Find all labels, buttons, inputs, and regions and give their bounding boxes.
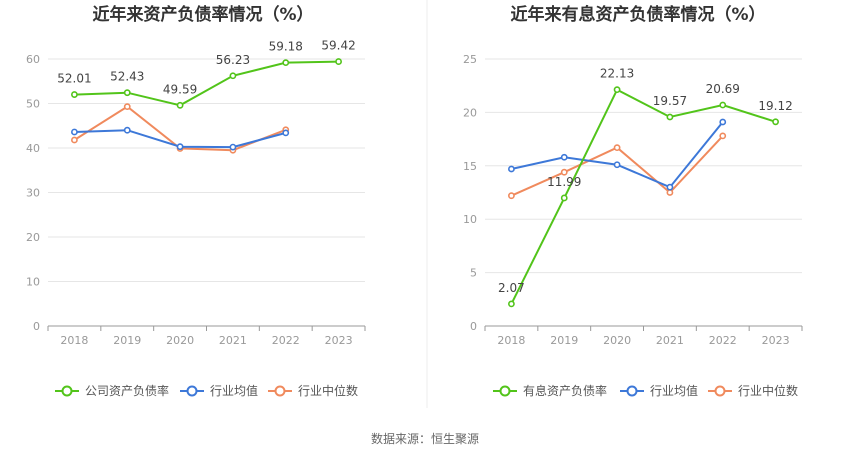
data-point[interactable]	[71, 136, 78, 144]
data-point[interactable]	[719, 118, 727, 126]
x-tick-label: 2018	[60, 334, 88, 347]
interest-bearing-debt-ratio-chart: 近年来有息资产负债率情况（%） 0 5 10 15 20 25 2018 2019 2020 202…	[463, 4, 803, 398]
legend-label: 有息资产负债率	[523, 383, 607, 398]
series-line	[510, 88, 776, 305]
legend-item[interactable]: 行业中位数	[268, 383, 358, 398]
y-tick-label: 0	[470, 320, 477, 333]
x-tick-label: 2019	[113, 334, 141, 347]
y-tick-label: 60	[26, 53, 40, 66]
x-tick-label: 2022	[709, 334, 737, 347]
data-point[interactable]	[719, 132, 727, 140]
debt-ratio-chart: 近年来资产负债率情况（%） 0 10 20 30 40 50 60 2018 2019 2020 20…	[26, 4, 366, 398]
data-label: 49.59	[163, 82, 197, 96]
y-tick-label: 30	[26, 187, 40, 200]
legend-label: 行业中位数	[738, 383, 798, 398]
x-tick-label: 2021	[656, 334, 684, 347]
data-point[interactable]	[176, 143, 184, 151]
legend-swatch-marker	[499, 385, 511, 397]
data-label: 20.69	[706, 82, 740, 96]
data-point[interactable]	[613, 86, 621, 94]
data-point[interactable]	[666, 189, 674, 196]
y-tick-label: 50	[26, 98, 40, 111]
y-tick-label: 5	[470, 267, 477, 280]
legend-item[interactable]: 有息资产负债率	[493, 383, 607, 398]
data-label: 2.07	[498, 281, 525, 295]
legend-swatch-marker	[61, 385, 73, 397]
data-point[interactable]	[613, 144, 621, 152]
data-point[interactable]	[508, 165, 515, 173]
data-point[interactable]	[123, 126, 131, 134]
legend-label: 行业均值	[210, 383, 258, 398]
data-point[interactable]	[229, 72, 237, 80]
y-tick-label: 10	[463, 213, 477, 226]
legend-item[interactable]: 行业中位数	[708, 383, 798, 398]
legend-label: 行业中位数	[298, 383, 358, 398]
data-point[interactable]	[772, 118, 779, 126]
y-tick-label: 0	[33, 320, 40, 333]
x-tick-label: 2018	[497, 334, 525, 347]
data-point[interactable]	[335, 58, 342, 65]
data-point[interactable]	[508, 300, 515, 308]
x-tick-label: 2022	[272, 334, 300, 347]
series-line	[74, 60, 339, 107]
data-label: 52.01	[57, 72, 91, 86]
data-point[interactable]	[560, 168, 568, 176]
legend-swatch-marker	[186, 385, 198, 397]
legend-item[interactable]: 行业均值	[180, 383, 258, 398]
data-point[interactable]	[560, 153, 568, 161]
chart-title: 近年来有息资产负债率情况（%）	[510, 4, 765, 25]
x-tick-label: 2023	[325, 334, 353, 347]
data-label: 56.23	[216, 53, 250, 67]
data-point[interactable]	[71, 91, 78, 98]
data-point[interactable]	[508, 192, 515, 200]
x-tick-label: 2019	[550, 334, 578, 347]
legend-label: 行业均值	[650, 383, 698, 398]
legend-swatch-marker	[274, 385, 286, 397]
legend-item[interactable]: 行业均值	[620, 383, 698, 398]
y-tick-label: 20	[26, 231, 40, 244]
data-label: 19.57	[653, 94, 687, 108]
legend-swatch-marker	[714, 385, 726, 397]
data-point[interactable]	[229, 143, 237, 151]
y-tick-label: 10	[26, 276, 40, 289]
y-tick-label: 25	[463, 53, 477, 66]
data-point[interactable]	[560, 194, 568, 202]
data-label: 19.12	[758, 99, 792, 113]
legend-label: 公司资产负债率	[85, 383, 169, 398]
data-point[interactable]	[123, 89, 131, 97]
x-tick-label: 2020	[166, 334, 194, 347]
data-point[interactable]	[613, 161, 621, 169]
series-line	[511, 121, 724, 189]
data-point[interactable]	[123, 103, 131, 111]
y-tick-label: 40	[26, 142, 40, 155]
x-tick-label: 2020	[603, 334, 631, 347]
data-label: 59.18	[269, 40, 303, 54]
x-tick-label: 2021	[219, 334, 247, 347]
data-point[interactable]	[719, 101, 727, 109]
data-source-note: 数据来源：恒生聚源	[371, 431, 479, 446]
legend-swatch-marker	[626, 385, 638, 397]
y-tick-label: 20	[463, 106, 477, 119]
legend-item[interactable]: 公司资产负债率	[55, 383, 169, 398]
data-point[interactable]	[666, 183, 674, 191]
data-label: 52.43	[110, 70, 144, 84]
data-point[interactable]	[71, 128, 78, 136]
y-tick-label: 15	[463, 160, 477, 173]
data-label: 11.99	[547, 175, 581, 189]
x-tick-label: 2023	[762, 334, 790, 347]
data-point[interactable]	[282, 59, 290, 67]
data-point[interactable]	[666, 113, 674, 121]
chart-title: 近年来资产负债率情况（%）	[92, 4, 313, 25]
data-label: 22.13	[600, 67, 634, 81]
data-label: 59.42	[321, 39, 355, 53]
data-point[interactable]	[176, 101, 184, 109]
data-point[interactable]	[282, 129, 290, 137]
